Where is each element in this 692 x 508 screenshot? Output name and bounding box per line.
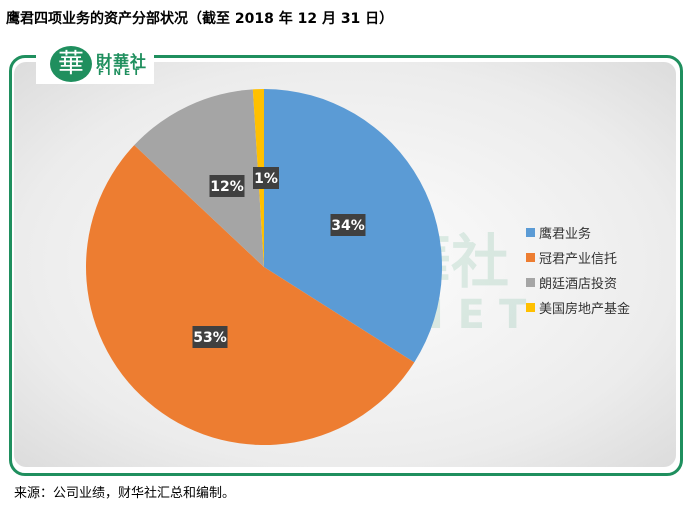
legend-item: 美国房地产基金 (526, 295, 630, 320)
data-label: 53% (193, 330, 227, 346)
data-label-box (253, 167, 279, 189)
data-label-box (330, 214, 366, 236)
pie-slice (85, 145, 415, 446)
legend-swatch (526, 253, 535, 262)
data-label: 1% (254, 171, 278, 187)
data-label-box (209, 175, 245, 197)
legend-label: 美国房地产基金 (539, 302, 631, 317)
legend-item: 鹰君业务 (526, 220, 630, 245)
data-label: 34% (331, 218, 365, 234)
logo-icon: 華 (50, 46, 92, 82)
legend-swatch (526, 278, 535, 287)
chart-legend: 鹰君业务 冠君产业信托 朗廷酒店投资 美国房地产基金 (526, 220, 630, 320)
legend-label: 鹰君业务 (539, 227, 592, 242)
data-label: 12% (210, 179, 244, 195)
legend-label: 朗廷酒店投资 (539, 277, 618, 292)
legend-label: 冠君产业信托 (539, 252, 618, 267)
pie-slice (134, 89, 264, 267)
legend-swatch (526, 228, 535, 237)
logo-name: 財華社 (96, 52, 148, 71)
chart-title: 鹰君四项业务的资产分部状况（截至 2018 年 12 月 31 日） (6, 11, 394, 27)
logo-sub: FINET (98, 68, 143, 78)
source-note: 来源：公司业绩，财华社汇总和编制。 (14, 486, 236, 501)
legend-item: 朗廷酒店投资 (526, 270, 630, 295)
data-label-box (192, 326, 228, 348)
legend-swatch (526, 303, 535, 312)
legend-item: 冠君产业信托 (526, 245, 630, 270)
